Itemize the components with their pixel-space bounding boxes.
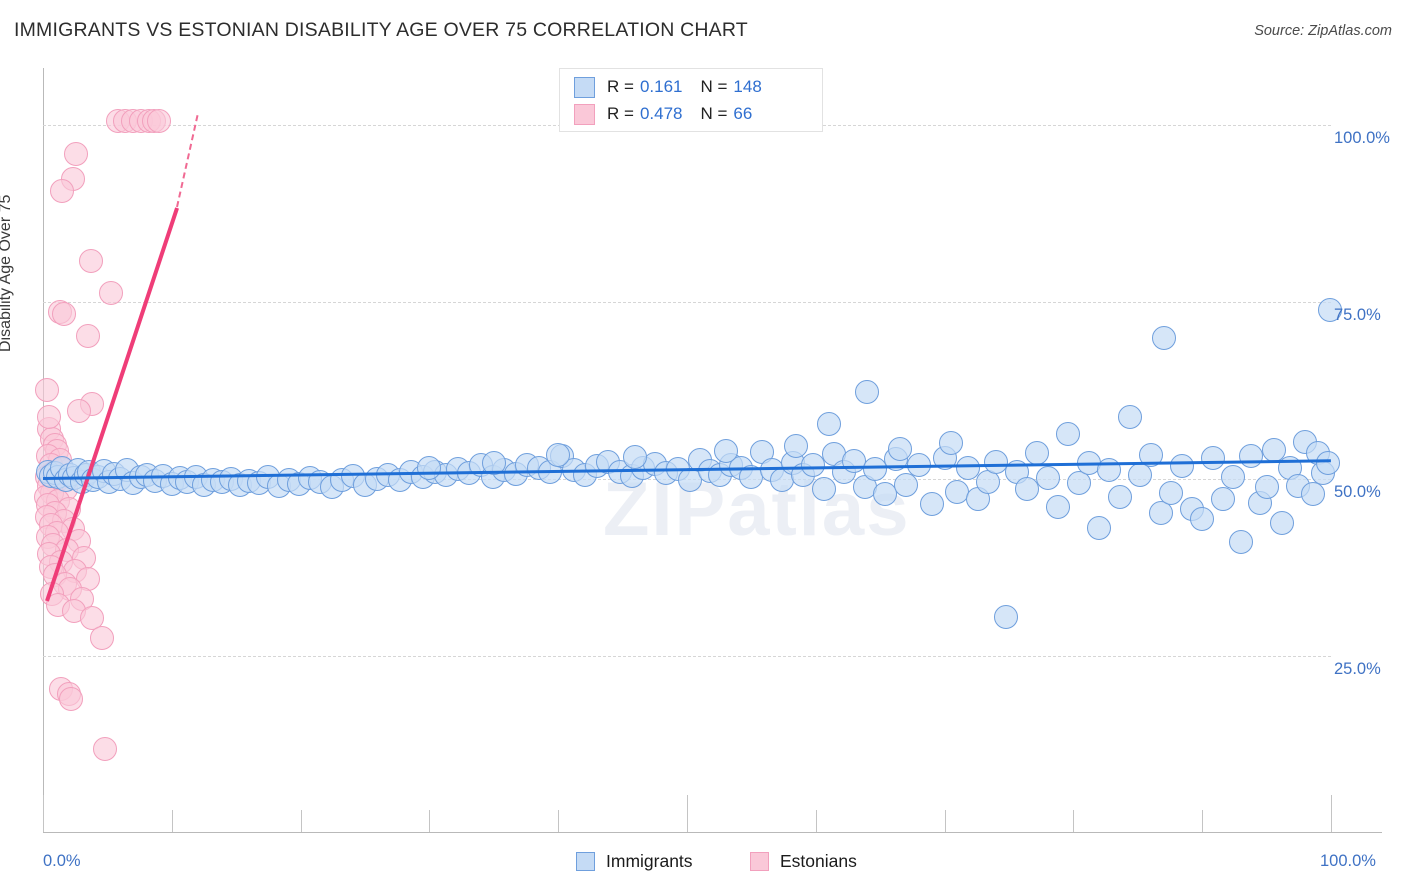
r-value-estonians: 0.478	[639, 104, 683, 123]
r-label-immigrants: R =	[607, 77, 634, 96]
data-point-estonians[interactable]	[76, 323, 101, 348]
data-point-immigrants[interactable]	[546, 442, 571, 467]
data-point-estonians[interactable]	[59, 687, 84, 712]
data-point-immigrants[interactable]	[1169, 454, 1194, 479]
plot-area: ZIPatlas	[33, 68, 1342, 833]
y-axis-title: Disability Age Over 75	[0, 194, 14, 352]
data-point-estonians[interactable]	[146, 109, 171, 134]
data-point-immigrants[interactable]	[1045, 495, 1070, 520]
data-point-immigrants[interactable]	[873, 482, 898, 507]
data-point-estonians[interactable]	[67, 398, 92, 423]
data-point-immigrants[interactable]	[1190, 506, 1215, 531]
data-point-estonians[interactable]	[34, 378, 59, 403]
legend-item-immigrants[interactable]: Immigrants	[576, 851, 693, 872]
data-point-estonians[interactable]	[50, 179, 75, 204]
data-point-immigrants[interactable]	[984, 449, 1009, 474]
data-point-immigrants[interactable]	[811, 477, 836, 502]
gridline-y	[43, 301, 1331, 303]
x-axis-tick	[558, 810, 560, 832]
data-point-estonians[interactable]	[78, 248, 103, 273]
x-axis-tick	[687, 795, 688, 832]
data-point-immigrants[interactable]	[863, 456, 888, 481]
legend-label-estonians: Estonians	[780, 851, 857, 871]
x-axis-tick	[815, 810, 817, 832]
trendline-estonians-extension	[175, 114, 199, 208]
y-axis-tick-label: 25.0%	[1334, 659, 1381, 678]
y-axis-tick-label: 50.0%	[1334, 482, 1381, 501]
data-point-immigrants[interactable]	[887, 437, 912, 462]
data-point-immigrants[interactable]	[994, 604, 1019, 629]
x-axis-tick	[171, 810, 173, 832]
x-axis-tick	[1202, 810, 1204, 832]
data-point-immigrants[interactable]	[1056, 422, 1081, 447]
data-point-immigrants[interactable]	[1151, 325, 1176, 350]
gridline-y	[43, 655, 1331, 657]
data-point-immigrants[interactable]	[784, 434, 809, 459]
r-label-estonians: R =	[607, 104, 634, 123]
data-point-immigrants[interactable]	[1239, 444, 1264, 469]
data-point-immigrants[interactable]	[1228, 529, 1253, 554]
data-point-immigrants[interactable]	[939, 431, 964, 456]
data-point-immigrants[interactable]	[893, 472, 918, 497]
x-axis-tick	[1331, 795, 1332, 832]
data-point-immigrants[interactable]	[1087, 516, 1112, 541]
legend-label-immigrants: Immigrants	[606, 851, 693, 871]
data-point-immigrants[interactable]	[1118, 405, 1143, 430]
data-point-immigrants[interactable]	[1066, 471, 1091, 496]
x-axis-label-min: 0.0%	[43, 852, 81, 870]
data-point-immigrants[interactable]	[417, 455, 442, 480]
n-label-immigrants: N =	[700, 77, 728, 96]
stats-row-immigrants: R = 0.161 N = 148	[574, 75, 762, 99]
legend-item-estonians[interactable]: Estonians	[750, 851, 857, 872]
data-point-immigrants[interactable]	[919, 491, 944, 516]
x-axis-label-max: 100.0%	[1320, 852, 1376, 870]
data-point-estonians[interactable]	[90, 625, 115, 650]
data-point-estonians[interactable]	[64, 142, 89, 167]
data-point-immigrants[interactable]	[1035, 466, 1060, 491]
legend-swatch-estonians-bottom	[750, 852, 769, 871]
data-point-immigrants[interactable]	[1300, 481, 1325, 506]
n-value-estonians: 66	[733, 104, 753, 123]
data-point-immigrants[interactable]	[1221, 464, 1246, 489]
data-point-immigrants[interactable]	[1254, 475, 1279, 500]
data-point-immigrants[interactable]	[955, 456, 980, 481]
data-point-estonians[interactable]	[99, 281, 124, 306]
data-point-immigrants[interactable]	[855, 380, 880, 405]
x-axis-tick	[43, 795, 44, 832]
r-value-immigrants: 0.161	[639, 77, 683, 96]
data-point-immigrants[interactable]	[1200, 446, 1225, 471]
data-point-immigrants[interactable]	[713, 439, 738, 464]
n-label-estonians: N =	[700, 104, 728, 123]
data-point-immigrants[interactable]	[1270, 510, 1295, 535]
data-point-immigrants[interactable]	[842, 449, 867, 474]
legend-swatch-immigrants-bottom	[576, 852, 595, 871]
data-point-immigrants[interactable]	[1015, 476, 1040, 501]
data-point-immigrants[interactable]	[1316, 450, 1341, 475]
data-point-immigrants[interactable]	[1317, 298, 1342, 323]
trendline-estonians	[44, 207, 179, 602]
correlation-stats-legend: R = 0.161 N = 148 R = 0.478 N = 66	[559, 68, 823, 132]
legend-swatch-estonians	[574, 103, 595, 125]
data-point-estonians[interactable]	[51, 301, 76, 326]
x-axis-tick	[1073, 810, 1075, 832]
source-attribution: Source: ZipAtlas.com	[1254, 23, 1392, 39]
x-axis-tick	[429, 810, 431, 832]
n-value-immigrants: 148	[733, 77, 762, 96]
x-axis-tick	[944, 810, 946, 832]
data-point-immigrants[interactable]	[816, 411, 841, 436]
data-point-immigrants[interactable]	[1210, 486, 1235, 511]
data-point-immigrants[interactable]	[623, 444, 648, 469]
legend-swatch-immigrants	[574, 76, 595, 98]
data-point-immigrants[interactable]	[1159, 481, 1184, 505]
data-point-estonians[interactable]	[37, 404, 62, 429]
page-title: IMMIGRANTS VS ESTONIAN DISABILITY AGE OV…	[14, 19, 748, 41]
data-point-estonians[interactable]	[92, 737, 117, 762]
data-point-immigrants[interactable]	[1025, 441, 1050, 466]
data-point-immigrants[interactable]	[1107, 484, 1132, 509]
y-axis-tick-label: 75.0%	[1334, 305, 1381, 324]
stats-row-estonians: R = 0.478 N = 66	[574, 102, 752, 126]
x-axis-tick	[300, 810, 302, 832]
x-axis-line	[43, 832, 1382, 833]
y-axis-tick-label: 100.0%	[1334, 128, 1390, 147]
